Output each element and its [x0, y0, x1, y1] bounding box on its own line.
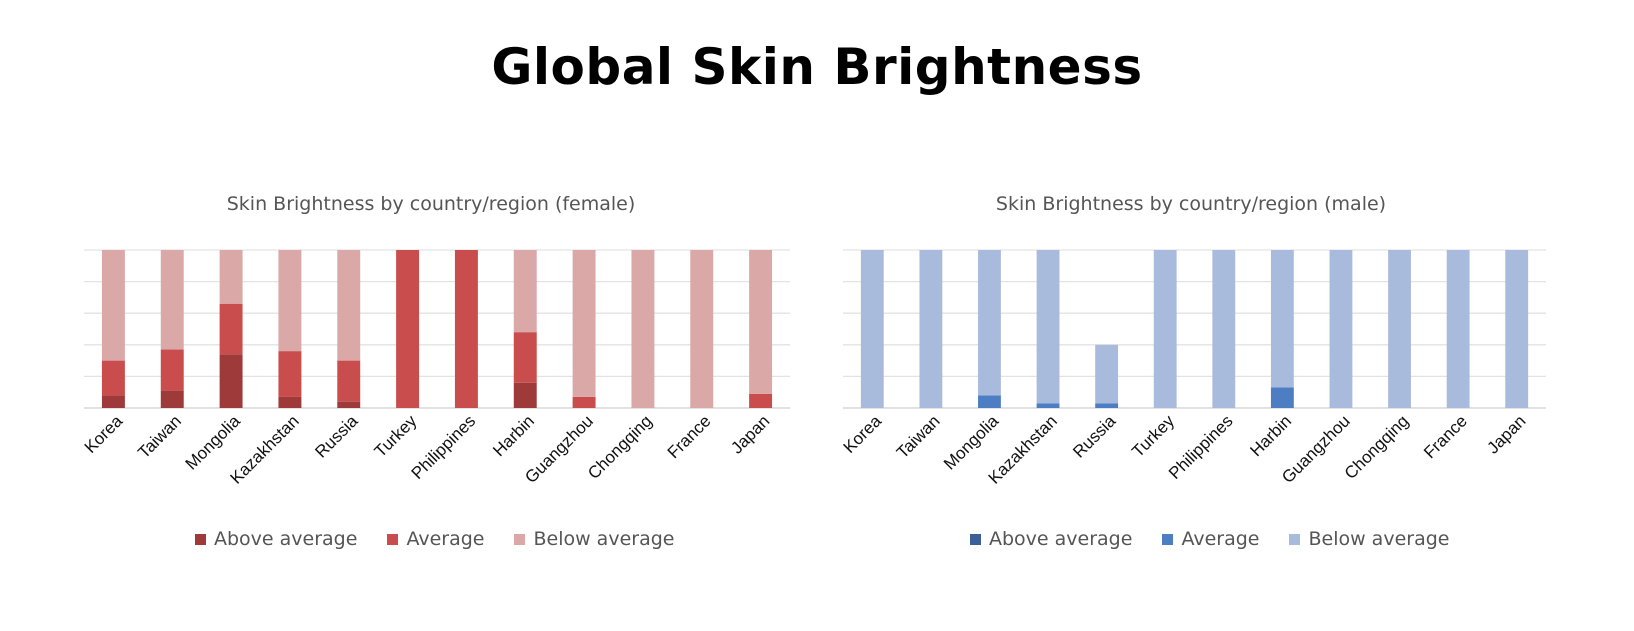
legend-label: Below average [533, 528, 675, 550]
bar-segment [690, 250, 714, 408]
x-tick-label: Mongolia [182, 411, 245, 474]
legend-swatch [1162, 533, 1174, 545]
x-tick-label: Japan [727, 411, 773, 457]
bar-segment [1329, 250, 1353, 408]
x-tick-label: Taiwan [134, 411, 185, 462]
legend-item-below-average: Below average [1289, 528, 1449, 550]
bar-segment [278, 396, 302, 408]
chart-title-male: Skin Brightness by country/region (male) [995, 193, 1387, 215]
bar-segment [396, 250, 420, 408]
bar-segment [337, 401, 361, 408]
bar-segment [337, 250, 361, 361]
bar-segment [1153, 250, 1177, 408]
legend-swatch [195, 533, 206, 545]
x-tick-label: Chongqing [584, 411, 656, 483]
x-tick-label: France [1420, 411, 1471, 462]
bar-segment [454, 250, 478, 408]
bar-segment [919, 250, 943, 408]
bar-segment [219, 303, 243, 355]
bar-segment [1095, 344, 1119, 404]
bar-segment [1036, 250, 1060, 404]
x-tick-label: Harbin [489, 411, 538, 460]
legend-swatch [387, 533, 399, 545]
x-tick-label: Korea [840, 411, 886, 457]
bar-segment [1388, 250, 1411, 408]
legend-label: Average [1181, 528, 1260, 550]
bar-segment [1095, 403, 1119, 408]
bar-segment [337, 360, 361, 402]
x-tick-label: Korea [81, 411, 127, 457]
legend-item-above-average: Above average [195, 528, 357, 550]
legend-label: Average [406, 528, 485, 550]
legend-swatch [514, 533, 526, 545]
legend-label: Above average [214, 528, 358, 550]
bar-segment [513, 250, 537, 333]
bar-segment [978, 250, 1001, 396]
bar-segment [101, 360, 125, 396]
bar-segment [1505, 250, 1529, 408]
legend-swatch [1289, 533, 1301, 545]
page-title: Global Skin Brightness [491, 38, 1143, 96]
legend-female: Above average Average Below average [195, 528, 674, 550]
bar-segment [749, 250, 773, 394]
x-tick-label: Turkey [1128, 411, 1178, 461]
legend-item-below-average: Below average [514, 528, 674, 550]
bar-segment [160, 250, 184, 350]
x-tick-label: Japan [1483, 411, 1529, 457]
legend-label: Below average [1308, 528, 1450, 550]
x-tick-label: Turkey [371, 411, 421, 461]
bar-segment [101, 250, 125, 361]
bar-segment [513, 332, 537, 383]
bar-segment [101, 395, 125, 408]
bar-segment [513, 382, 537, 408]
chart-title-female: Skin Brightness by country/region (femal… [226, 193, 636, 215]
bar-segment [572, 396, 596, 408]
x-tick-label: Philippines [1165, 411, 1237, 483]
bar-segment [860, 250, 884, 408]
legend-male: Above average Average Below average [970, 528, 1449, 550]
legend-swatch [970, 533, 981, 545]
bar-segment [1036, 403, 1060, 408]
legend-item-average: Average [387, 528, 484, 550]
bar-segment [572, 250, 596, 397]
bar-segment [278, 351, 302, 397]
legend-item-average: Average [1162, 528, 1259, 550]
x-tick-label: Harbin [1246, 411, 1295, 460]
x-tick-label: France [664, 411, 715, 462]
x-tick-label: Taiwan [893, 411, 944, 462]
bar-segment [160, 390, 184, 408]
bar-segment [1446, 250, 1470, 408]
x-tick-label: Philippines [408, 411, 480, 483]
bar-segment [219, 354, 243, 408]
bar-segment [978, 395, 1001, 408]
bar-segment [278, 250, 302, 352]
legend-label: Above average [989, 528, 1133, 550]
bar-segment [219, 250, 243, 304]
bar-segment [160, 349, 184, 391]
bar-segment [631, 250, 655, 408]
bar-segment [1270, 387, 1294, 408]
bar-segment [1270, 250, 1294, 388]
legend-item-above-average: Above average [970, 528, 1132, 550]
bar-segment [1212, 250, 1236, 408]
bar-segment [749, 393, 773, 408]
x-tick-label: Russia [1069, 411, 1120, 462]
x-tick-label: Russia [311, 411, 362, 462]
x-tick-label: Chongqing [1341, 411, 1413, 483]
